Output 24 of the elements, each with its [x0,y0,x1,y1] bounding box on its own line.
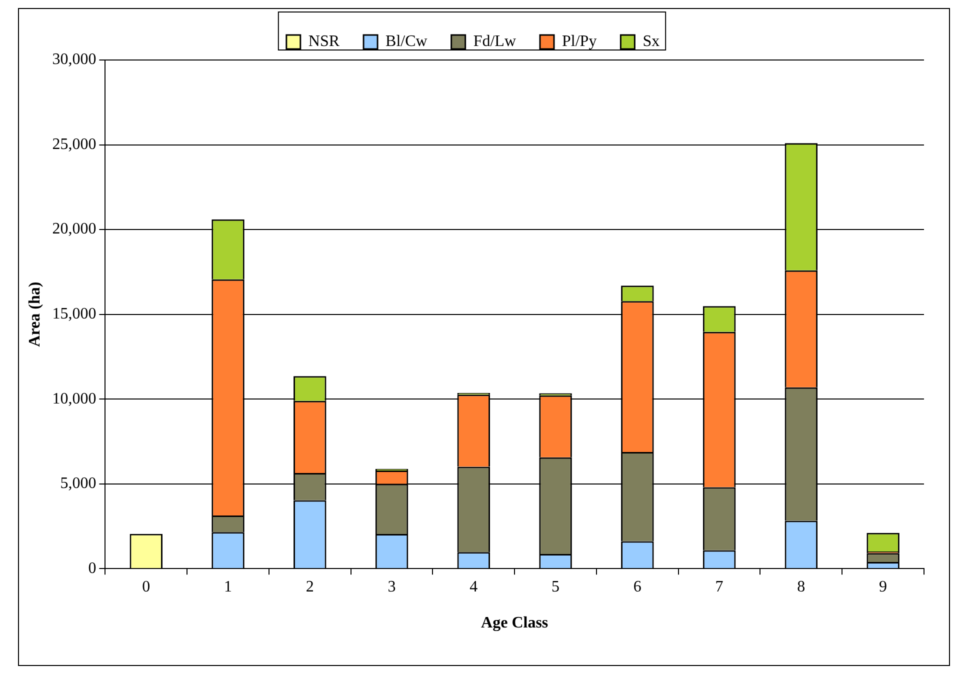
y-tick-label: 5,000 [60,475,96,492]
legend-label: Sx [642,33,660,50]
y-tick-label: 10,000 [52,390,96,408]
x-tick-label: 6 [633,578,642,596]
legend-label: Bl/Cw [386,33,428,50]
x-tick-label: 3 [388,578,396,596]
y-tick-label: 20,000 [52,220,96,238]
x-tick-label: 9 [879,578,888,596]
legend-label: Pl/Py [562,33,597,50]
x-tick-label: 1 [224,578,232,596]
x-tick-label: 0 [142,578,150,596]
x-tick-label: 8 [797,578,806,596]
y-axis-title: Area (ha) [26,282,44,347]
x-axis-title: Age Class [481,614,548,632]
x-tick-label: 5 [552,578,560,596]
y-tick-label: 0 [88,560,96,577]
y-tick-label: 25,000 [52,136,96,153]
x-tick-label: 7 [715,578,724,596]
x-tick-label: 2 [306,578,314,596]
legend-label: Fd/Lw [473,33,516,50]
x-tick-label: 4 [470,578,478,596]
y-tick-label: 15,000 [52,306,96,323]
y-tick-label: 30,000 [52,51,96,68]
legend-label: NSR [308,33,340,50]
